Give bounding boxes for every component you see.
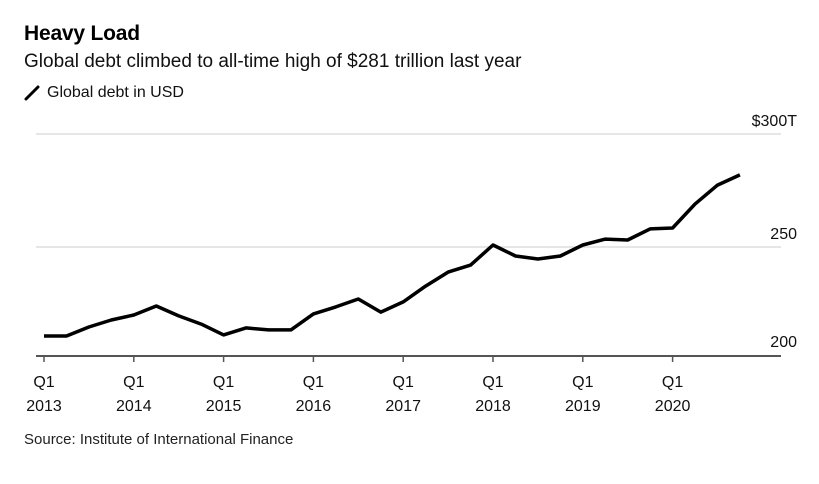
source-note: Source: Institute of International Finan… [24,431,294,448]
x-tick-label: Q1 [33,374,54,391]
x-tick-label: 2013 [26,398,62,415]
x-tick-label: 2015 [206,398,242,415]
y-tick-label: 200 [770,334,797,351]
x-tick-label: Q1 [482,374,503,391]
x-tick-label: Q1 [303,374,324,391]
chart-title: Heavy Load [24,22,140,45]
gridlines [36,133,781,248]
x-axis-labels: Q1 2013 Q1 2014 Q1 2015 Q1 2016 Q1 2017 Q1 2018 Q1 20… [26,374,690,415]
x-tick-label: 2016 [296,398,332,415]
x-tick-label: 2017 [385,398,421,415]
legend-line-icon [24,85,40,101]
x-tick-label: Q1 [213,374,234,391]
legend: Global debt in USD [24,84,184,102]
x-tick-label: 2019 [565,398,601,415]
y-tick-label: 250 [770,226,797,243]
series-line-global-debt [44,173,741,338]
x-axis [36,355,781,362]
x-tick-label: 2018 [475,398,511,415]
x-tick-label: 2014 [116,398,152,415]
x-tick-label: 2020 [655,398,691,415]
x-tick-label: Q1 [662,374,683,391]
y-tick-label: $300T [752,113,798,130]
x-tick-label: Q1 [123,374,144,391]
x-tick-label: Q1 [572,374,593,391]
y-axis-labels: 200 250 $300T [752,113,798,351]
legend-label: Global debt in USD [47,84,184,101]
series [43,173,741,338]
x-tick-label: Q1 [393,374,414,391]
chart-subtitle: Global debt climbed to all-time high of … [24,51,522,72]
